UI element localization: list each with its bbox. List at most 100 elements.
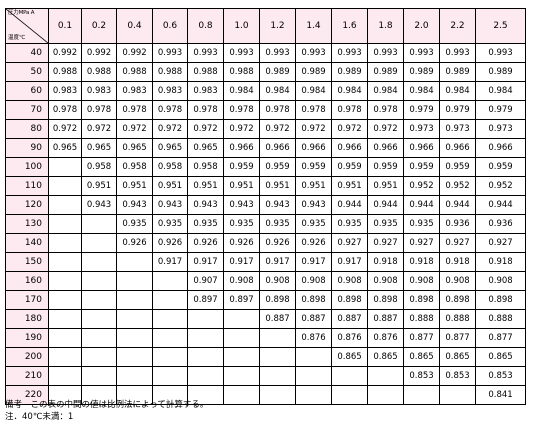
value-cell: 0.988	[116, 62, 153, 82]
table-row: 180 0.887 0.887 0.887 0.887 0.888 0.888 0.888	[5, 309, 526, 329]
table-row: 80 0.972 0.972 0.972 0.972 0.972 0.972 0.972 0.9…	[5, 119, 526, 139]
value-cell	[223, 347, 260, 367]
value-cell: 0.951	[331, 176, 368, 196]
table-row: 110 0.951 0.951 0.951 0.951 0.951 0.951 0.951 0.…	[5, 176, 526, 196]
value-cell: 0.943	[116, 195, 153, 215]
pressure-header-cell: 0.8	[187, 8, 224, 44]
value-cell: 0.935	[367, 214, 404, 234]
value-cell: 0.926	[116, 233, 153, 253]
value-cell	[367, 366, 404, 386]
value-cell	[81, 271, 117, 291]
value-cell: 0.944	[331, 195, 368, 215]
value-cell: 0.898	[331, 290, 368, 310]
value-cell: 0.978	[331, 100, 368, 120]
value-cell	[295, 366, 332, 386]
value-cell	[152, 347, 188, 367]
value-cell	[259, 366, 296, 386]
value-cell: 0.988	[48, 62, 82, 82]
value-cell: 0.888	[475, 309, 526, 329]
table-row: 210 0.853 0.853 0.853	[5, 366, 526, 386]
value-cell: 0.978	[116, 100, 153, 120]
value-cell: 0.965	[81, 138, 117, 158]
pressure-header-cell: 0.1	[48, 8, 82, 44]
notes-block: 備考 この表の中間の値は比例法によって計算する。 注．40℃未満：1	[5, 399, 525, 423]
value-cell	[187, 385, 224, 405]
value-cell: 0.935	[331, 214, 368, 234]
value-cell: 0.887	[331, 309, 368, 329]
value-cell: 0.918	[367, 252, 404, 272]
value-cell: 0.841	[475, 385, 526, 405]
value-cell: 0.907	[187, 271, 224, 291]
table-body: 40 0.992 0.992 0.992 0.993 0.993 0.993 0.993 0.9…	[5, 43, 526, 405]
value-cell: 0.984	[403, 81, 440, 101]
value-cell: 0.966	[259, 138, 296, 158]
value-cell: 0.917	[331, 252, 368, 272]
value-cell: 0.908	[331, 271, 368, 291]
value-cell: 0.978	[187, 100, 224, 120]
value-cell: 0.992	[48, 43, 82, 63]
value-cell: 0.972	[81, 119, 117, 139]
value-cell: 0.877	[475, 328, 526, 348]
value-cell	[48, 252, 82, 272]
table-row: 140 0.926 0.926 0.926 0.926 0.926 0.926 0.927 0.…	[5, 233, 526, 253]
value-cell: 0.993	[223, 43, 260, 63]
corner-header-cell: 圧力MPa A 温度℃	[5, 8, 49, 44]
value-cell	[48, 214, 82, 234]
pressure-header-cell: 1.4	[295, 8, 332, 44]
value-cell: 0.972	[116, 119, 153, 139]
pressure-header-cell: 2.2	[439, 8, 476, 44]
value-cell: 0.887	[367, 309, 404, 329]
value-cell	[152, 290, 188, 310]
table-row: 220 0.841	[5, 385, 526, 405]
value-cell: 0.979	[475, 100, 526, 120]
value-cell: 0.936	[439, 214, 476, 234]
value-cell: 0.989	[295, 62, 332, 82]
value-cell	[223, 328, 260, 348]
pressure-axis-label: 圧力MPa A	[8, 10, 35, 16]
value-cell: 0.943	[187, 195, 224, 215]
temperature-cell: 110	[5, 176, 49, 196]
value-cell: 0.935	[403, 214, 440, 234]
value-cell	[116, 309, 153, 329]
value-cell: 0.993	[295, 43, 332, 63]
value-cell: 0.908	[475, 271, 526, 291]
value-cell: 0.898	[403, 290, 440, 310]
table-row: 200 0.865 0.865 0.865 0.865 0.865	[5, 347, 526, 367]
diagonal-divider	[6, 9, 48, 43]
value-cell: 0.984	[295, 81, 332, 101]
value-cell: 0.984	[439, 81, 476, 101]
table-row: 190 0.876 0.876 0.876 0.877 0.877 0.877	[5, 328, 526, 348]
value-cell: 0.959	[223, 157, 260, 177]
temperature-axis-label: 温度℃	[8, 35, 26, 41]
value-cell	[116, 290, 153, 310]
value-cell: 0.908	[439, 271, 476, 291]
value-cell	[48, 233, 82, 253]
pressure-header-cell: 0.4	[116, 8, 153, 44]
value-cell: 0.936	[475, 214, 526, 234]
value-cell: 0.966	[403, 138, 440, 158]
value-cell: 0.993	[259, 43, 296, 63]
value-cell	[152, 328, 188, 348]
correction-table-wrapper: 圧力MPa A 温度℃ 0.1 0.2 0.4 0.6 0.8 1.0 1.2 1.4 1.6 1…	[5, 8, 526, 405]
value-cell	[331, 385, 368, 405]
value-cell: 0.992	[116, 43, 153, 63]
value-cell	[152, 271, 188, 291]
value-cell	[223, 309, 260, 329]
value-cell: 0.972	[367, 119, 404, 139]
value-cell	[81, 347, 117, 367]
value-cell: 0.908	[259, 271, 296, 291]
table-row: 40 0.992 0.992 0.992 0.993 0.993 0.993 0.993 0.9…	[5, 43, 526, 63]
table-row: 120 0.943 0.943 0.943 0.943 0.943 0.943 0.943 0.…	[5, 195, 526, 215]
value-cell	[295, 347, 332, 367]
value-cell: 0.943	[259, 195, 296, 215]
value-cell: 0.978	[223, 100, 260, 120]
value-cell: 0.951	[152, 176, 188, 196]
value-cell: 0.993	[187, 43, 224, 63]
value-cell: 0.972	[187, 119, 224, 139]
value-cell: 0.918	[403, 252, 440, 272]
value-cell	[81, 366, 117, 386]
value-cell	[152, 309, 188, 329]
value-cell: 0.978	[295, 100, 332, 120]
value-cell: 0.951	[295, 176, 332, 196]
value-cell: 0.988	[152, 62, 188, 82]
